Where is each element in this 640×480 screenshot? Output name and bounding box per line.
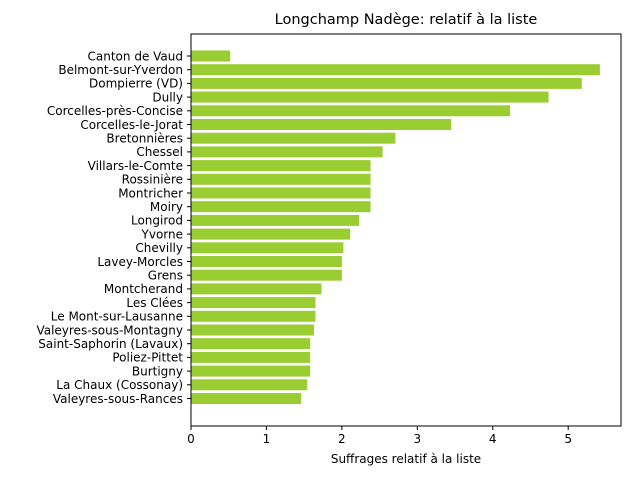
- y-tick-label: Poliez-Pittet: [112, 351, 183, 365]
- bar-bretonnieres: [191, 132, 396, 144]
- y-tick-label: Chevilly: [135, 241, 183, 255]
- y-tick-label: Montricher: [118, 186, 183, 200]
- bar-valeyres-sous-rances: [191, 393, 302, 404]
- plot-frame: [190, 33, 622, 427]
- y-tick-label: Yvorne: [141, 227, 183, 241]
- y-tick-label: Belmont-sur-Yverdon: [58, 63, 183, 77]
- bar-montricher: [191, 187, 371, 199]
- bar-la-chaux-cossonay: [191, 379, 308, 391]
- bar-les-clees: [191, 297, 316, 309]
- bar-chevilly: [191, 242, 344, 254]
- y-tick-label: Le Mont-sur-Lausanne: [51, 310, 183, 324]
- x-tick-label: 4: [489, 432, 497, 446]
- bar-lavey-morcles: [191, 256, 342, 267]
- bar-burtigny: [191, 365, 311, 377]
- x-tick-label: 1: [263, 432, 271, 446]
- y-tick-label: Valeyres-sous-Rances: [53, 392, 183, 406]
- x-axis-label: Suffrages relatif à la liste: [331, 452, 481, 466]
- bar-moiry: [191, 201, 371, 213]
- y-tick-label: Corcelles-près-Concise: [47, 104, 183, 118]
- bar-corcelles-le-jorat: [191, 119, 452, 130]
- y-tick-label: La Chaux (Cossonay): [56, 378, 183, 392]
- x-tick-label: 3: [413, 432, 421, 446]
- bar-corcelles-pres-concise: [191, 105, 511, 117]
- y-tick-label: Montcherand: [104, 282, 183, 296]
- y-tick-label: Villars-le-Comte: [88, 159, 183, 173]
- x-tick-label: 5: [564, 432, 572, 446]
- bar-saint-saphorin-lavaux: [191, 338, 311, 350]
- y-tick-label: Saint-Saphorin (Lavaux): [38, 337, 183, 351]
- y-tick-label: Canton de Vaud: [88, 49, 183, 63]
- y-tick-label: Corcelles-le-Jorat: [80, 118, 183, 132]
- y-tick-label: Moiry: [150, 200, 183, 214]
- y-tick-labels: Canton de VaudBelmont-sur-YverdonDompier…: [36, 49, 191, 406]
- y-tick-label: Burtigny: [132, 364, 183, 378]
- chart-title: Longchamp Nadège: relatif à la liste: [275, 12, 538, 28]
- y-tick-label: Lavey-Morcles: [97, 255, 183, 269]
- bar-longirod: [191, 214, 360, 226]
- bar-yvorne: [191, 228, 351, 240]
- y-tick-label: Dully: [152, 90, 183, 104]
- y-tick-label: Longirod: [131, 214, 183, 228]
- y-tick-label: Dompierre (VD): [89, 77, 183, 91]
- x-tick-label: 2: [338, 432, 346, 446]
- bar-grens: [191, 269, 342, 281]
- y-tick-label: Grens: [148, 269, 183, 283]
- bar-poliez-pittet: [191, 351, 311, 363]
- x-tick-label: 0: [187, 432, 195, 446]
- y-tick-label: Valeyres-sous-Montagny: [36, 323, 183, 337]
- bar-dompierre-vd: [191, 77, 582, 89]
- bar-rossiniere: [191, 173, 371, 185]
- y-tick-label: Bretonnières: [106, 132, 183, 146]
- bar-valeyres-sous-montagny: [191, 324, 314, 336]
- y-tick-label: Les Clées: [126, 296, 183, 310]
- bar-dully: [191, 91, 549, 103]
- bar-le-mont-sur-lausanne: [191, 310, 316, 322]
- y-tick-label: Chessel: [136, 145, 183, 159]
- bar-group: [191, 50, 600, 404]
- bar-montcherand: [191, 283, 322, 295]
- bar-canton-de-vaud: [191, 50, 231, 62]
- bar-belmont-sur-yverdon: [191, 64, 600, 76]
- bar-chessel: [191, 146, 383, 158]
- x-axis-ticks: 0 1 2 3 4 5: [187, 426, 572, 446]
- y-tick-label: Rossinière: [122, 173, 183, 187]
- bar-villars-le-comte: [191, 160, 371, 172]
